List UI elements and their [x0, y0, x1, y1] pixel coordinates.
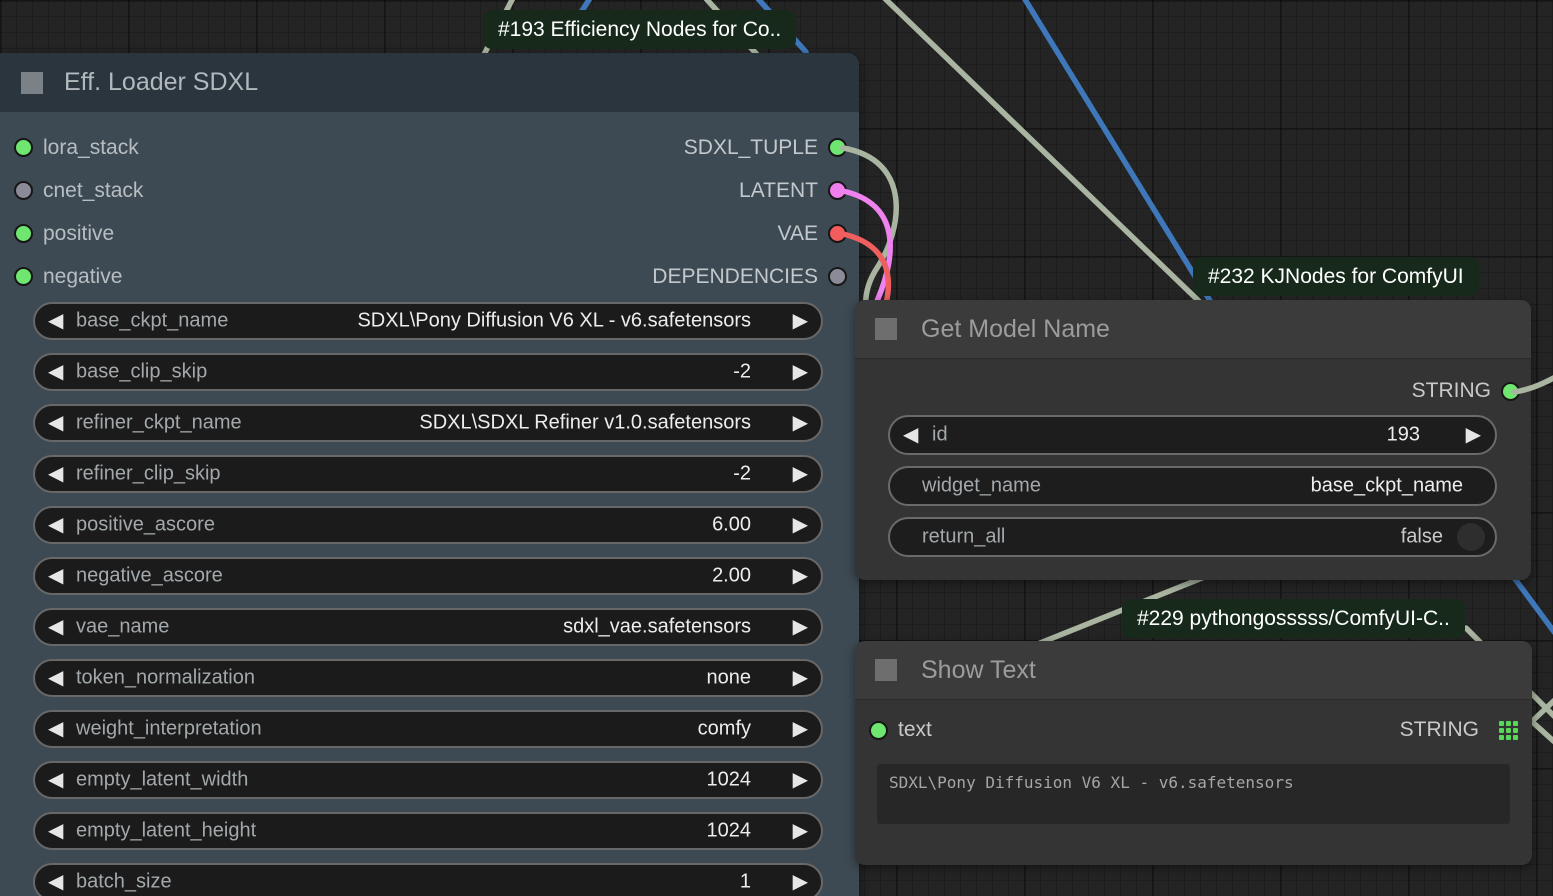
increment-arrow-icon[interactable]: ▶ — [792, 818, 808, 843]
widget-list: ◀ base_ckpt_name SDXL\Pony Diffusion V6 … — [0, 302, 859, 896]
string-list-output-icon[interactable] — [1499, 720, 1518, 740]
output-row: LATENT — [418, 169, 860, 212]
widget-vae-name[interactable]: ◀ vae_name sdxl_vae.safetensors ▶ — [33, 608, 823, 646]
increment-arrow-icon[interactable]: ▶ — [792, 359, 808, 384]
increment-arrow-icon[interactable]: ▶ — [792, 512, 808, 537]
increment-arrow-icon[interactable]: ▶ — [792, 308, 808, 333]
widget-base-clip-skip[interactable]: ◀ base_clip_skip -2 ▶ — [33, 353, 823, 391]
node-id-badge: #193 Efficiency Nodes for Co.. — [483, 10, 797, 49]
node-get-model-name[interactable]: Get Model Name STRING ◀ id 193 ▶ widget_… — [855, 300, 1531, 580]
input-row: cnet_stack — [0, 169, 859, 212]
increment-arrow-icon[interactable]: ▶ — [792, 563, 808, 588]
input-row: lora_stack — [0, 126, 859, 169]
io-row: text STRING — [855, 706, 1532, 754]
decrement-arrow-icon[interactable]: ◀ — [48, 767, 64, 792]
input-port-cnet-stack[interactable] — [14, 181, 33, 200]
decrement-arrow-icon[interactable]: ◀ — [48, 359, 64, 384]
widget-empty-latent-width[interactable]: ◀ empty_latent_width 1024 ▶ — [33, 761, 823, 799]
decrement-arrow-icon[interactable]: ◀ — [48, 410, 64, 435]
decrement-arrow-icon[interactable]: ◀ — [48, 461, 64, 486]
output-row: DEPENDENCIES — [418, 255, 860, 298]
text-display[interactable]: SDXL\Pony Diffusion V6 XL - v6.safetenso… — [877, 764, 1510, 824]
node-titlebar[interactable]: Show Text — [855, 641, 1532, 700]
output-port-dependencies[interactable] — [828, 267, 847, 286]
widget-positive-ascore[interactable]: ◀ positive_ascore 6.00 ▶ — [33, 506, 823, 544]
increment-arrow-icon[interactable]: ▶ — [792, 767, 808, 792]
widget-refiner-clip-skip[interactable]: ◀ refiner_clip_skip -2 ▶ — [33, 455, 823, 493]
node-titlebar[interactable]: Eff. Loader SDXL — [0, 53, 859, 112]
increment-arrow-icon[interactable]: ▶ — [1465, 422, 1481, 447]
widget-base-ckpt-name[interactable]: ◀ base_ckpt_name SDXL\Pony Diffusion V6 … — [33, 302, 823, 340]
decrement-arrow-icon[interactable]: ◀ — [48, 308, 64, 333]
increment-arrow-icon[interactable]: ▶ — [792, 716, 808, 741]
collapse-icon[interactable] — [875, 318, 897, 340]
decrement-arrow-icon[interactable]: ◀ — [48, 614, 64, 639]
widget-token-normalization[interactable]: ◀ token_normalization none ▶ — [33, 659, 823, 697]
widget-refiner-ckpt-name[interactable]: ◀ refiner_ckpt_name SDXL\SDXL Refiner v1… — [33, 404, 823, 442]
widget-negative-ascore[interactable]: ◀ negative_ascore 2.00 ▶ — [33, 557, 823, 595]
decrement-arrow-icon[interactable]: ◀ — [48, 512, 64, 537]
input-port-text[interactable] — [869, 720, 888, 740]
widget-weight-interpretation[interactable]: ◀ weight_interpretation comfy ▶ — [33, 710, 823, 748]
output-port-vae[interactable] — [828, 224, 847, 243]
decrement-arrow-icon[interactable]: ◀ — [48, 563, 64, 588]
input-row: positive — [0, 212, 859, 255]
input-row: negative — [0, 255, 859, 298]
node-title: Eff. Loader SDXL — [64, 68, 259, 96]
node-titlebar[interactable]: Get Model Name — [855, 300, 1531, 359]
increment-arrow-icon[interactable]: ▶ — [792, 461, 808, 486]
node-show-text[interactable]: Show Text text STRING SDXL\Pony Diffusio… — [855, 641, 1532, 865]
widget-id[interactable]: ◀ id 193 ▶ — [888, 415, 1497, 455]
decrement-arrow-icon[interactable]: ◀ — [48, 869, 64, 894]
decrement-arrow-icon[interactable]: ◀ — [48, 716, 64, 741]
input-port-negative[interactable] — [14, 267, 33, 286]
return-all-toggle[interactable] — [1457, 523, 1485, 551]
decrement-arrow-icon[interactable]: ◀ — [903, 422, 919, 447]
node-id-badge: #232 KJNodes for ComfyUI — [1193, 257, 1479, 296]
increment-arrow-icon[interactable]: ▶ — [792, 614, 808, 639]
increment-arrow-icon[interactable]: ▶ — [792, 869, 808, 894]
widget-batch-size[interactable]: ◀ batch_size 1 ▶ — [33, 863, 823, 896]
decrement-arrow-icon[interactable]: ◀ — [48, 665, 64, 690]
output-row: VAE — [418, 212, 860, 255]
widget-return-all[interactable]: return_all false — [888, 517, 1497, 557]
node-eff-loader-sdxl[interactable]: Eff. Loader SDXL lora_stack cnet_stack p… — [0, 53, 859, 896]
increment-arrow-icon[interactable]: ▶ — [792, 665, 808, 690]
output-row: STRING — [855, 367, 1531, 415]
decrement-arrow-icon[interactable]: ◀ — [48, 818, 64, 843]
node-title: Get Model Name — [921, 314, 1110, 343]
wire-sage-diagonal — [882, 0, 1209, 311]
output-row: SDXL_TUPLE — [418, 126, 860, 169]
node-title: Show Text — [921, 655, 1036, 684]
output-port-sdxl-tuple[interactable] — [828, 138, 847, 157]
widget-widget-name[interactable]: widget_name base_ckpt_name — [888, 466, 1497, 506]
io-section: lora_stack cnet_stack positive negative … — [0, 112, 859, 299]
node-id-badge: #229 pythongosssss/ComfyUI-C.. — [1122, 599, 1465, 638]
increment-arrow-icon[interactable]: ▶ — [792, 410, 808, 435]
input-port-lora-stack[interactable] — [14, 138, 33, 157]
collapse-icon[interactable] — [875, 659, 897, 681]
output-port-string[interactable] — [1501, 381, 1520, 401]
collapse-icon[interactable] — [21, 71, 43, 94]
input-port-positive[interactable] — [14, 224, 33, 243]
wire-blue-diagonal — [1022, 0, 1215, 307]
output-port-latent[interactable] — [828, 181, 847, 200]
widget-empty-latent-height[interactable]: ◀ empty_latent_height 1024 ▶ — [33, 812, 823, 850]
